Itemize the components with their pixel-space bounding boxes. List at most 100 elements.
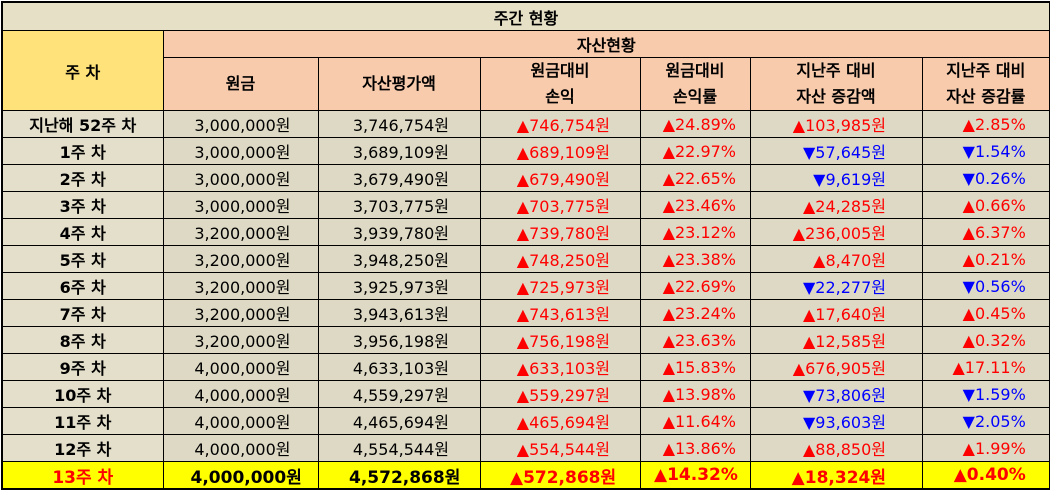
wow-amount-cell-value: ▼73,806원 bbox=[802, 386, 886, 405]
pl-cell: ▲756,198원 bbox=[479, 326, 641, 354]
table-row: 12주 차 4,000,000원 4,554,544원 ▲554,544원 ▲13.86… bbox=[1, 434, 1050, 462]
pl-cell-value: ▲465,694원 bbox=[516, 413, 610, 432]
wow-rate-cell-value: ▼1.59% bbox=[962, 384, 1026, 404]
asset-value-cell-value: 3,939,780원 bbox=[352, 224, 449, 243]
principal-cell-value: 3,000,000원 bbox=[194, 143, 291, 162]
principal-cell-value: 3,000,000원 bbox=[194, 116, 291, 135]
wow-rate-cell: ▲2.85% bbox=[921, 110, 1050, 138]
wow-amount-cell-value: ▼57,645원 bbox=[802, 143, 886, 162]
wow-rate-cell: ▲6.37% bbox=[921, 218, 1050, 246]
pl-rate-cell-value: ▲22.97% bbox=[662, 141, 736, 161]
asset-value-cell: 3,956,198원 bbox=[317, 326, 481, 354]
pl-cell: ▲689,109원 bbox=[479, 137, 641, 165]
wow-amount-header-line1: 지난주 대비 bbox=[796, 61, 876, 80]
asset-value-cell-value: 3,948,250원 bbox=[352, 251, 449, 270]
wow-rate-cell: ▲0.32% bbox=[921, 326, 1050, 354]
principal-cell-value: 4,000,000원 bbox=[194, 386, 291, 405]
pl-rate-cell-value: ▲15.83% bbox=[662, 357, 736, 377]
principal-cell: 3,200,000원 bbox=[162, 245, 319, 273]
week-cell: 8주 차 bbox=[1, 326, 164, 354]
pl-rate-cell: ▲23.24% bbox=[639, 299, 751, 327]
pl-rate-cell-value: ▲23.63% bbox=[662, 330, 736, 350]
week-cell: 13주 차 bbox=[1, 461, 164, 490]
week-cell: 4주 차 bbox=[1, 218, 164, 246]
pl-rate-header-line1: 원금대비 bbox=[665, 61, 725, 80]
principal-cell: 3,000,000원 bbox=[162, 137, 319, 165]
asset-value-cell-value: 4,554,544원 bbox=[352, 440, 449, 459]
pl-rate-cell: ▲11.64% bbox=[639, 407, 751, 435]
pl-cell-value: ▲725,973원 bbox=[516, 278, 610, 297]
table-body: 지난해 52주 차 3,000,000원 3,746,754원 ▲746,754원 ▲2… bbox=[1, 110, 1050, 490]
wow-rate-cell: ▲0.45% bbox=[921, 299, 1050, 327]
pl-cell: ▲559,297원 bbox=[479, 380, 641, 408]
asset-value-cell-value: 3,956,198원 bbox=[352, 332, 449, 351]
principal-cell-value: 4,000,000원 bbox=[194, 413, 291, 432]
asset-value-cell-value: 4,633,103원 bbox=[352, 359, 449, 378]
table-row: 1주 차 3,000,000원 3,689,109원 ▲689,109원 ▲22.97%… bbox=[1, 137, 1050, 165]
week-cell: 2주 차 bbox=[1, 164, 164, 192]
pl-rate-cell-value: ▲23.38% bbox=[662, 249, 736, 269]
principal-cell-value: 3,200,000원 bbox=[194, 305, 291, 324]
wow-rate-cell-value: ▼2.05% bbox=[962, 411, 1026, 431]
principal-cell: 4,000,000원 bbox=[162, 353, 319, 381]
pl-cell-value: ▲739,780원 bbox=[516, 224, 610, 243]
wow-rate-header: 지난주 대비 자산 증감률 bbox=[921, 57, 1050, 111]
asset-value-cell: 3,939,780원 bbox=[317, 218, 481, 246]
asset-value-cell-value: 3,689,109원 bbox=[352, 143, 449, 162]
table-row: 3주 차 3,000,000원 3,703,775원 ▲703,775원 ▲23.46%… bbox=[1, 191, 1050, 219]
pl-rate-cell-value: ▲23.46% bbox=[662, 195, 736, 215]
asset-value-cell: 3,679,490원 bbox=[317, 164, 481, 192]
wow-amount-cell: ▲24,285원 bbox=[749, 191, 923, 219]
principal-cell-value: 3,000,000원 bbox=[194, 170, 291, 189]
pl-cell-value: ▲633,103원 bbox=[516, 359, 610, 378]
principal-cell: 3,200,000원 bbox=[162, 299, 319, 327]
week-column-header: 주 차 bbox=[1, 30, 164, 111]
pl-rate-cell: ▲13.86% bbox=[639, 434, 751, 462]
week-cell: 6주 차 bbox=[1, 272, 164, 300]
wow-amount-cell-value: ▲676,905원 bbox=[792, 359, 886, 378]
pl-rate-cell: ▲23.38% bbox=[639, 245, 751, 273]
asset-value-cell-value: 3,679,490원 bbox=[352, 170, 449, 189]
wow-amount-cell-value: ▲236,005원 bbox=[792, 224, 886, 243]
pl-rate-cell-value: ▲22.65% bbox=[662, 168, 736, 188]
asset-value-cell: 4,572,868원 bbox=[317, 461, 481, 490]
wow-rate-header-line1: 지난주 대비 bbox=[946, 61, 1026, 80]
wow-rate-cell: ▲1.99% bbox=[921, 434, 1050, 462]
pl-cell-value: ▲746,754원 bbox=[516, 116, 610, 135]
wow-rate-cell-value: ▼0.26% bbox=[962, 168, 1026, 188]
asset-value-cell: 4,554,544원 bbox=[317, 434, 481, 462]
wow-amount-header: 지난주 대비 자산 증감액 bbox=[749, 57, 923, 111]
principal-cell-value: 4,000,000원 bbox=[194, 440, 291, 459]
wow-rate-cell: ▼2.05% bbox=[921, 407, 1050, 435]
asset-value-cell-value: 4,572,868원 bbox=[349, 467, 461, 488]
wow-rate-cell: ▼1.54% bbox=[921, 137, 1050, 165]
principal-cell: 3,000,000원 bbox=[162, 164, 319, 192]
wow-rate-cell: ▼0.56% bbox=[921, 272, 1050, 300]
principal-cell-value: 3,200,000원 bbox=[194, 251, 291, 270]
wow-amount-cell: ▲8,470원 bbox=[749, 245, 923, 273]
pl-cell: ▲633,103원 bbox=[479, 353, 641, 381]
pl-cell-value: ▲689,109원 bbox=[516, 143, 610, 162]
pl-cell-value: ▲679,490원 bbox=[516, 170, 610, 189]
pl-rate-cell: ▲23.63% bbox=[639, 326, 751, 354]
pl-cell-value: ▲559,297원 bbox=[516, 386, 610, 405]
pl-rate-cell: ▲22.69% bbox=[639, 272, 751, 300]
principal-cell: 4,000,000원 bbox=[162, 461, 319, 490]
pl-cell: ▲746,754원 bbox=[479, 110, 641, 138]
pl-cell: ▲679,490원 bbox=[479, 164, 641, 192]
table-row: 13주 차 4,000,000원 4,572,868원 ▲572,868원 ▲14.32… bbox=[1, 461, 1050, 490]
pl-rate-cell: ▲23.12% bbox=[639, 218, 751, 246]
week-cell: 11주 차 bbox=[1, 407, 164, 435]
asset-value-cell: 3,948,250원 bbox=[317, 245, 481, 273]
pl-cell: ▲554,544원 bbox=[479, 434, 641, 462]
wow-amount-cell: ▼57,645원 bbox=[749, 137, 923, 165]
asset-value-cell-value: 4,465,694원 bbox=[352, 413, 449, 432]
wow-rate-cell-value: ▼1.54% bbox=[962, 141, 1026, 161]
asset-value-cell-value: 3,746,754원 bbox=[352, 116, 449, 135]
wow-amount-cell-value: ▲88,850원 bbox=[802, 440, 886, 459]
wow-amount-cell: ▲676,905원 bbox=[749, 353, 923, 381]
wow-rate-cell: ▲17.11% bbox=[921, 353, 1050, 381]
wow-amount-cell: ▲103,985원 bbox=[749, 110, 923, 138]
pl-cell-value: ▲554,544원 bbox=[516, 440, 610, 459]
pl-rate-cell-value: ▲13.98% bbox=[662, 384, 736, 404]
